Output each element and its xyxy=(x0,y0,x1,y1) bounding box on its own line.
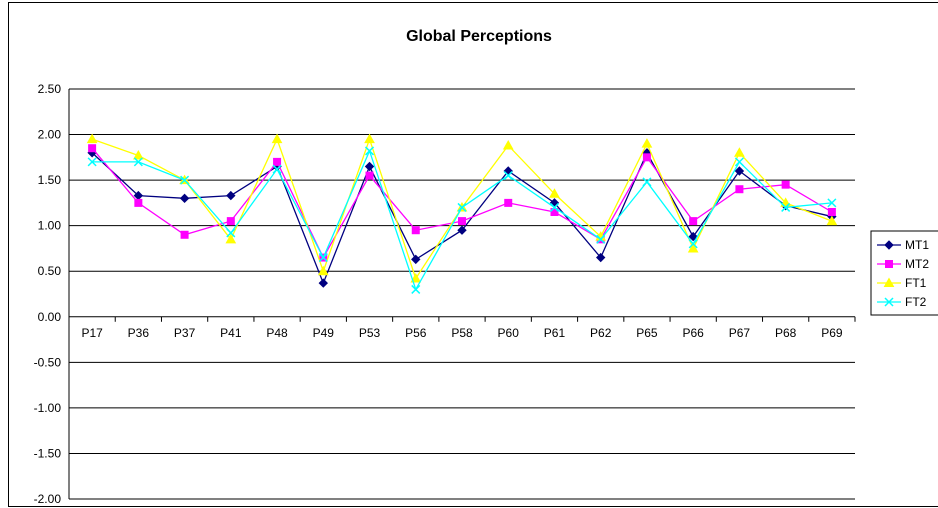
data-point xyxy=(364,161,375,172)
data-point xyxy=(225,233,237,244)
x-tick-label: P61 xyxy=(544,326,566,340)
data-point xyxy=(502,139,514,150)
legend-label: MT2 xyxy=(905,257,929,271)
data-point xyxy=(641,138,653,148)
series-ft2 xyxy=(87,146,837,294)
legend-item-mt1: MT1 xyxy=(877,238,929,252)
legend-marker xyxy=(884,297,894,307)
x-tick-label: P62 xyxy=(590,326,612,340)
legend-marker xyxy=(883,277,895,287)
data-point xyxy=(272,164,282,174)
legend-item-ft1: FT1 xyxy=(877,276,927,290)
y-tick-label: 0.50 xyxy=(38,264,62,278)
data-point xyxy=(549,188,560,198)
data-point xyxy=(132,149,144,160)
data-point xyxy=(688,239,698,249)
x-tick-label: P36 xyxy=(128,326,150,340)
data-point xyxy=(827,198,837,208)
data-point xyxy=(642,153,651,162)
data-point xyxy=(734,147,745,157)
data-point xyxy=(411,284,421,294)
data-point xyxy=(504,198,513,207)
data-point xyxy=(687,242,699,253)
data-point xyxy=(596,234,606,244)
legend-item-ft2: FT2 xyxy=(877,295,927,309)
data-point xyxy=(735,185,744,194)
chart-svg: Global Perceptions 2.50 2.00 1.50 1.00 0.50 0… xyxy=(34,28,938,506)
y-tick-label: -1.00 xyxy=(34,401,62,415)
data-point xyxy=(457,202,467,212)
y-tick-label: 2.00 xyxy=(38,128,62,142)
data-point xyxy=(271,133,283,144)
data-point xyxy=(317,265,329,276)
data-point xyxy=(781,202,791,212)
x-tick-label: P68 xyxy=(775,326,797,340)
x-tick-label: P67 xyxy=(729,326,751,340)
data-point xyxy=(503,171,513,181)
data-point xyxy=(410,272,422,283)
y-tick-label: -2.00 xyxy=(34,492,62,506)
data-point xyxy=(134,198,143,207)
y-tick-label: 1.50 xyxy=(38,173,62,187)
legend-item-mt2: MT2 xyxy=(877,257,929,271)
data-point xyxy=(226,228,236,238)
data-point xyxy=(88,144,97,153)
x-tick-label: P56 xyxy=(405,326,427,340)
data-point xyxy=(226,217,235,226)
data-point xyxy=(826,215,838,226)
y-tick-label: 0.00 xyxy=(38,310,62,324)
legend-marker xyxy=(884,240,894,250)
y-tick-label: -1.50 xyxy=(34,446,62,460)
x-tick-label: P60 xyxy=(498,326,520,340)
data-point xyxy=(318,253,328,263)
data-point xyxy=(457,225,467,235)
chart-area: Global Perceptions 2.50 2.00 1.50 1.00 0.50 0… xyxy=(8,2,938,507)
data-point xyxy=(273,157,282,166)
data-point xyxy=(179,193,190,204)
data-point xyxy=(364,146,375,156)
legend-label: MT1 xyxy=(905,238,929,252)
x-tick-label: P37 xyxy=(174,326,196,340)
data-point xyxy=(411,254,421,265)
data-point xyxy=(318,278,329,288)
legend-marker xyxy=(885,260,893,268)
data-point xyxy=(87,157,97,167)
data-point xyxy=(364,133,375,144)
data-point xyxy=(642,177,652,187)
y-tick-label: 2.50 xyxy=(38,82,62,96)
chart-title: Global Perceptions xyxy=(406,28,552,45)
x-tick-label: P53 xyxy=(359,326,381,340)
data-point xyxy=(734,157,744,167)
y-tick-label: -0.50 xyxy=(34,355,62,369)
data-point xyxy=(549,202,560,212)
data-point xyxy=(827,208,836,216)
data-point xyxy=(180,175,190,185)
data-point xyxy=(458,217,466,226)
data-point xyxy=(689,217,698,226)
data-point xyxy=(86,133,98,144)
data-point xyxy=(781,180,790,189)
data-point xyxy=(226,190,236,201)
x-tick-label: P69 xyxy=(821,326,843,340)
x-tick-label: P58 xyxy=(451,326,473,340)
x-tick-label: P49 xyxy=(313,326,335,340)
legend-label: FT2 xyxy=(905,295,927,309)
data-point xyxy=(365,171,374,180)
x-tick-label: P66 xyxy=(682,326,704,340)
legend-label: FT1 xyxy=(905,276,927,290)
data-point xyxy=(734,166,745,176)
data-point xyxy=(411,226,420,235)
x-tick-label: P41 xyxy=(220,326,242,340)
x-tick-label: P17 xyxy=(81,326,103,340)
data-point xyxy=(180,230,189,239)
y-tick-label: 1.00 xyxy=(38,219,62,233)
data-point xyxy=(595,252,606,263)
data-point xyxy=(133,157,143,167)
data-point xyxy=(688,231,698,242)
x-tick-label: P48 xyxy=(266,326,288,340)
x-tick-label: P65 xyxy=(636,326,658,340)
